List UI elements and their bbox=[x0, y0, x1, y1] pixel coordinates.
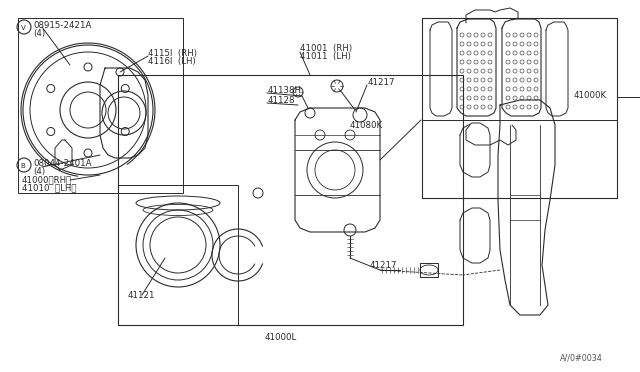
Text: V: V bbox=[20, 25, 26, 31]
Text: 4116l  (LH): 4116l (LH) bbox=[148, 57, 196, 65]
Text: 41217: 41217 bbox=[370, 260, 397, 269]
Text: 08044-2401A: 08044-2401A bbox=[33, 158, 92, 167]
Text: 41010  〈LH〉: 41010 〈LH〉 bbox=[22, 183, 77, 192]
Bar bbox=[18, 18, 183, 193]
Text: (4): (4) bbox=[33, 167, 45, 176]
Text: 41000L: 41000L bbox=[265, 333, 297, 341]
Bar bbox=[118, 75, 463, 325]
Text: 41217: 41217 bbox=[368, 77, 396, 87]
Text: 41121: 41121 bbox=[128, 291, 156, 299]
Text: A//0#0034: A//0#0034 bbox=[560, 353, 603, 362]
Text: 41080K: 41080K bbox=[350, 121, 383, 129]
Text: 41128: 41128 bbox=[268, 96, 296, 105]
Text: 41000K: 41000K bbox=[574, 90, 607, 99]
Text: B: B bbox=[20, 163, 26, 169]
Text: 41000〈RH〉: 41000〈RH〉 bbox=[22, 176, 72, 185]
Text: 41011  (LH): 41011 (LH) bbox=[300, 51, 351, 61]
Bar bbox=[422, 18, 617, 198]
Text: 08915-2421A: 08915-2421A bbox=[33, 20, 92, 29]
Text: (4): (4) bbox=[33, 29, 45, 38]
Text: 41138H: 41138H bbox=[268, 86, 302, 94]
Text: 41001  (RH): 41001 (RH) bbox=[300, 44, 352, 52]
Bar bbox=[118, 185, 238, 325]
Text: 4115l  (RH): 4115l (RH) bbox=[148, 48, 197, 58]
Bar bbox=[420, 263, 438, 277]
